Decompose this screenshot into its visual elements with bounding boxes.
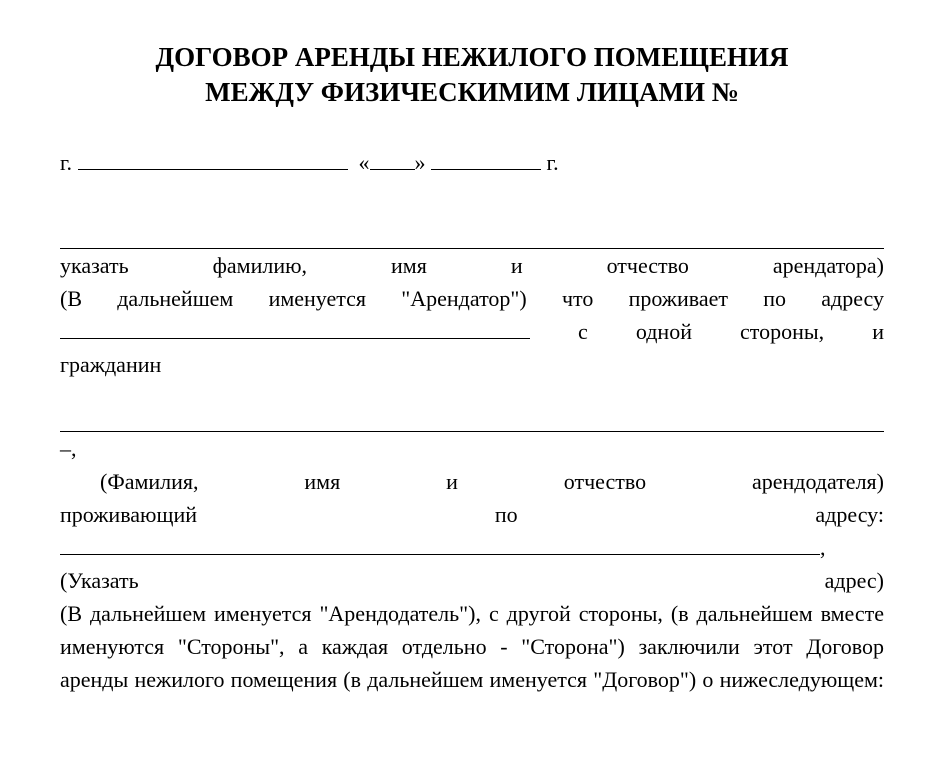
paragraph-2: –, (Фамилия, имя и отчество арендодателя… — [60, 432, 884, 696]
city-blank — [78, 169, 348, 170]
quote-open: « — [359, 150, 370, 175]
quote-close: » — [415, 150, 426, 175]
p2-line6: (В дальнейшем именуется "Арендодатель"),… — [60, 597, 884, 696]
year-suffix: г. — [547, 150, 559, 175]
p2-dash: –, — [60, 432, 884, 465]
paragraph-1: указать фамилию, имя и отчество арендато… — [60, 249, 884, 381]
month-blank — [431, 169, 541, 170]
p2-line2: (Фамилия, имя и отчество арендодателя) — [60, 465, 884, 498]
title-line-2: МЕЖДУ ФИЗИЧЕСКИМИМ ЛИЦАМИ № — [205, 77, 739, 107]
p2-line4-comma: , — [820, 535, 826, 560]
p2-line4-wrap: , — [60, 531, 884, 564]
p1-line3-suffix: с одной стороны, и — [530, 319, 884, 344]
document-title: ДОГОВОР АРЕНДЫ НЕЖИЛОГО ПОМЕЩЕНИЯ МЕЖДУ … — [60, 40, 884, 110]
city-prefix: г. — [60, 150, 72, 175]
blank-line-1 — [60, 226, 884, 249]
p1-line2: (В дальнейшем именуется "Арендатор") что… — [60, 282, 884, 315]
blank-line-2 — [60, 409, 884, 432]
date-line: г. « » г. — [60, 150, 884, 176]
p1-line1: указать фамилию, имя и отчество арендато… — [60, 249, 884, 282]
p1-line3-wrap: с одной стороны, и — [60, 315, 884, 348]
p2-line5: (Указать адрес) — [60, 564, 884, 597]
address-blank-1 — [60, 338, 530, 339]
title-line-1: ДОГОВОР АРЕНДЫ НЕЖИЛОГО ПОМЕЩЕНИЯ — [156, 42, 789, 72]
spacer-1 — [60, 381, 884, 409]
p1-line4: гражданин — [60, 348, 884, 381]
address-blank-2 — [60, 554, 820, 555]
p2-line3: проживающий по адресу: — [60, 498, 884, 531]
day-blank — [370, 169, 415, 170]
